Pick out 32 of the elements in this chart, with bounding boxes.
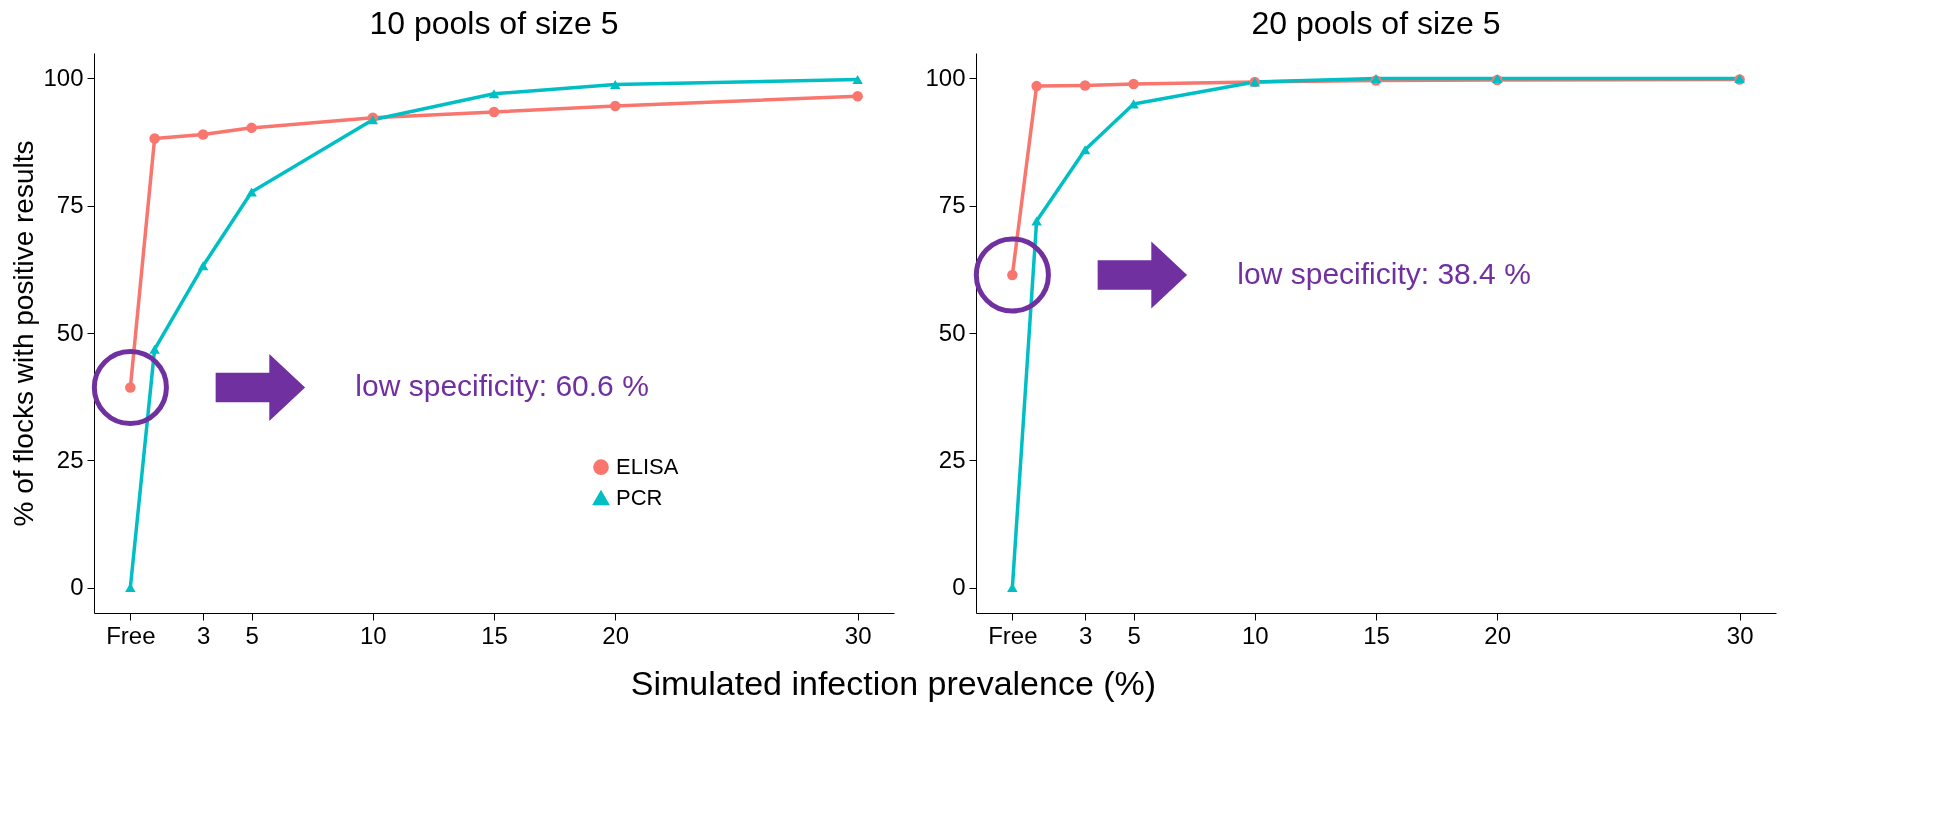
y-tick-label: 50 (938, 318, 966, 346)
x-tick-label: 3 (1078, 621, 1093, 649)
annotation: low specificity: 38.4 % (1237, 256, 1531, 290)
legend-label: ELISA (616, 454, 679, 480)
chart-title: 20 pools of size 5 (1251, 5, 1501, 41)
y-tick-label: 25 (56, 445, 84, 473)
y-tick-label: 50 (56, 318, 84, 346)
annotation: low specificity: 60.6 % (355, 369, 649, 403)
x-tick-label: 30 (1726, 621, 1754, 649)
x-tick-label: 3 (196, 621, 211, 649)
y-axis-title: % of flocks with positive results (8, 140, 40, 527)
y-tick-label: 25 (938, 445, 966, 473)
x-tick-label: 5 (245, 621, 259, 649)
x-tick-label: Free (988, 621, 1038, 649)
x-tick-label: 10 (359, 621, 387, 649)
x-tick-label: 15 (1363, 621, 1390, 649)
x-axis-title: Simulated infection prevalence (%) (630, 664, 1157, 702)
x-tick-label: 10 (1241, 621, 1269, 649)
chart-title: 10 pools of size 5 (369, 5, 619, 41)
x-tick-label: 30 (844, 621, 872, 649)
y-tick-label: 0 (70, 573, 84, 601)
y-tick-label: 100 (43, 63, 84, 91)
y-tick-label: 75 (938, 191, 966, 219)
x-tick-label: Free (106, 621, 156, 649)
x-tick-label: 20 (602, 621, 630, 649)
legend-label: PCR (616, 485, 663, 511)
y-tick-label: 75 (56, 191, 84, 219)
x-tick-label: 15 (481, 621, 508, 649)
x-tick-label: 20 (1484, 621, 1512, 649)
y-tick-label: 100 (925, 63, 966, 91)
x-tick-label: 5 (1127, 621, 1141, 649)
y-tick-label: 0 (952, 573, 966, 601)
